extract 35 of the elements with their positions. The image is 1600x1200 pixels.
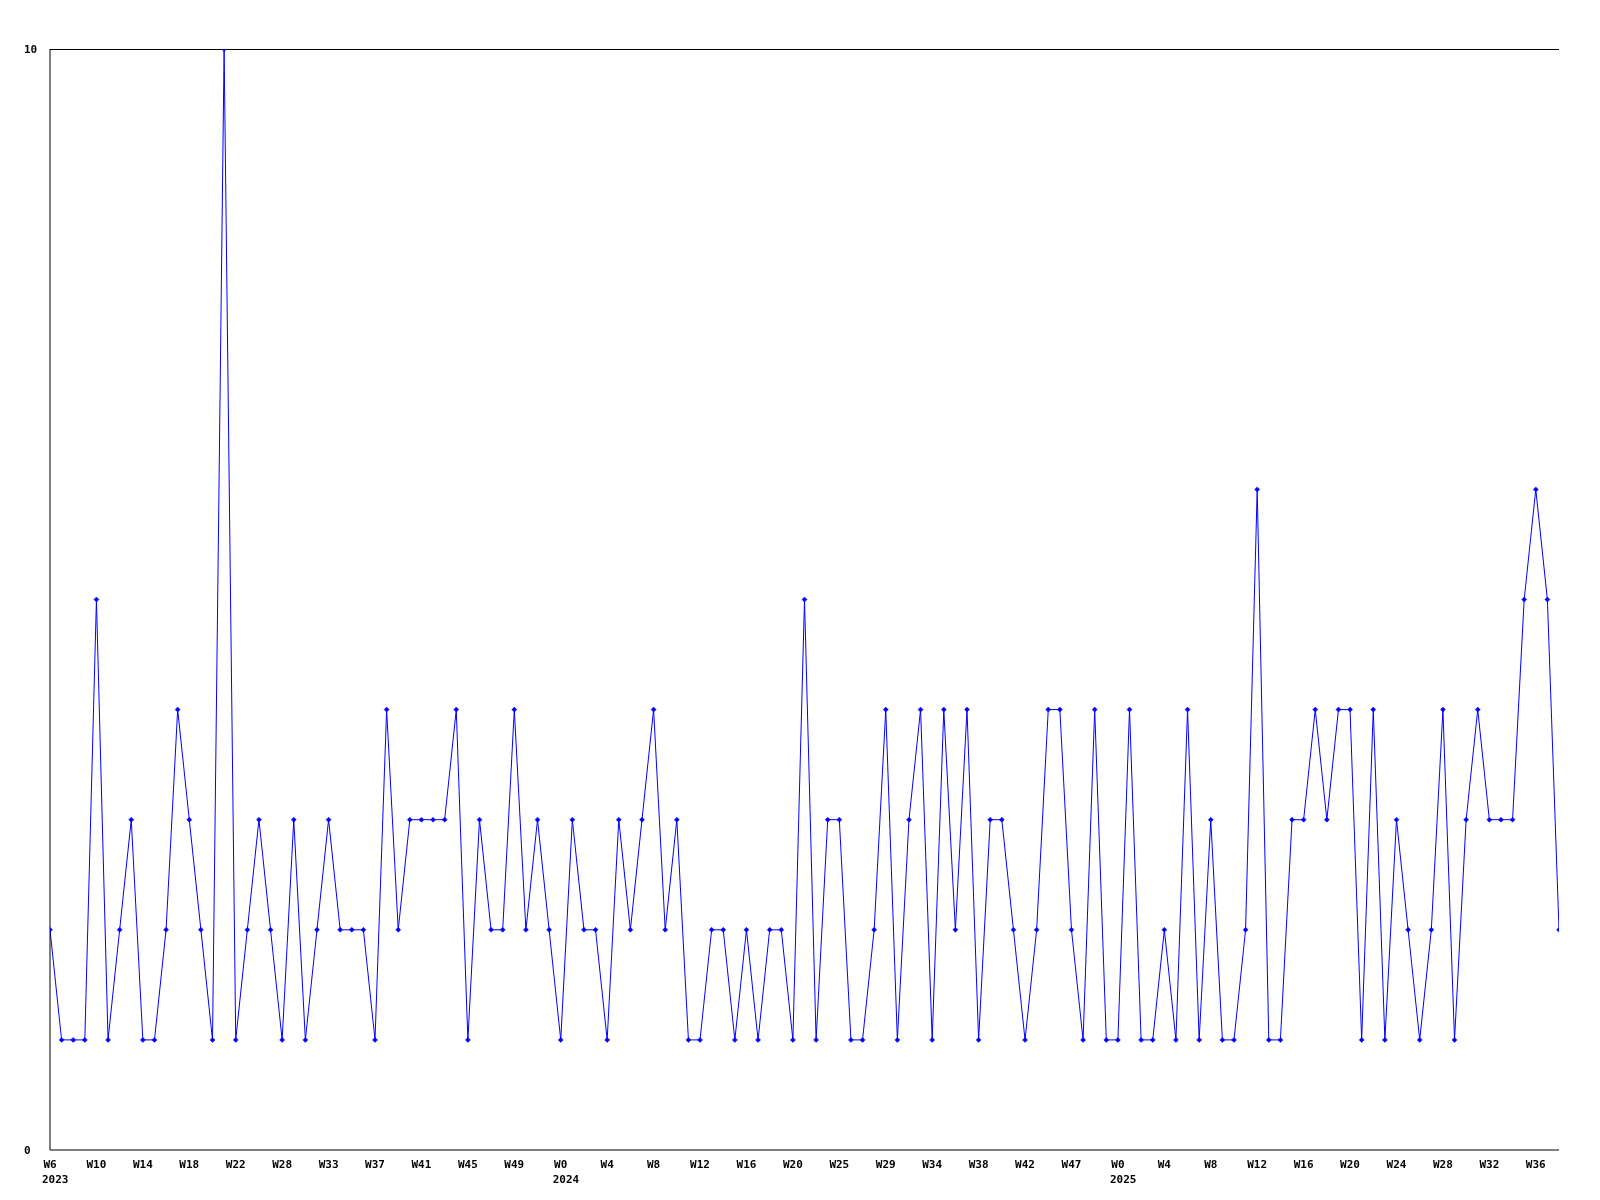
x-tick-label: W33 <box>318 1158 339 1171</box>
y-tick-label: 10 <box>24 42 38 56</box>
x-tick-label: W8 <box>646 1158 661 1171</box>
x-tick-label: W20 <box>782 1158 803 1171</box>
x-tick-label: W28 <box>272 1158 293 1171</box>
x-tick-label: W4 <box>600 1158 615 1171</box>
x-tick-label: W20 <box>1340 1158 1360 1171</box>
x-tick-label: W12 <box>690 1158 710 1171</box>
y-tick-label: 0 <box>24 1143 31 1157</box>
x-tick-label: W49 <box>504 1158 525 1171</box>
x-tick-label: W28 <box>1432 1158 1453 1171</box>
x-tick-label: W22 <box>225 1158 246 1171</box>
x-tick-label: W16 <box>1293 1158 1314 1171</box>
x-tick-label: W8 <box>1204 1158 1218 1171</box>
x-tick-label: W37 <box>365 1158 385 1171</box>
x-tick-label: W36 <box>1525 1158 1547 1171</box>
x-tick-label: W0 2024 <box>552 1158 580 1186</box>
x-tick-label: W0 2025 <box>1109 1158 1137 1186</box>
x-tick-label: W18 <box>179 1158 200 1171</box>
x-tick-label: W29 <box>875 1158 896 1171</box>
x-tick-label: W38 <box>968 1158 989 1171</box>
x-tick-label: W42 <box>1015 1158 1035 1171</box>
x-tick-label: W24 <box>1386 1158 1407 1171</box>
x-tick-label: W12 <box>1247 1158 1268 1171</box>
x-tick-label: W14 <box>132 1158 154 1171</box>
x-tick-label: W4 <box>1157 1158 1172 1171</box>
x-tick-label: W47 <box>1061 1158 1082 1171</box>
x-tick-label: W10 <box>86 1158 107 1171</box>
x-tick-label: W16 <box>736 1158 757 1171</box>
x-tick-label: W41 <box>411 1158 432 1171</box>
x-tick-label: W25 <box>829 1158 850 1171</box>
x-tick-label: W34 <box>922 1158 943 1171</box>
x-tick-label: W6 2023 <box>42 1158 69 1186</box>
x-tick-label: W32 <box>1479 1158 1500 1171</box>
x-tick-label: W45 <box>457 1158 478 1171</box>
